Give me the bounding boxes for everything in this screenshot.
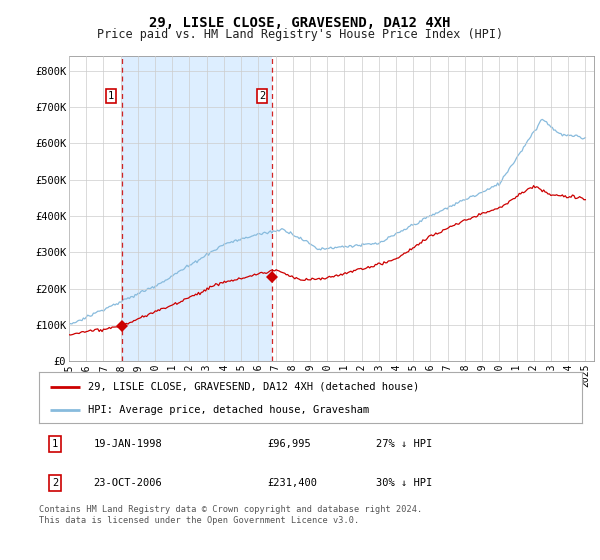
Text: 2: 2: [52, 478, 58, 488]
Bar: [121, 56, 272, 361]
Text: 27% ↓ HPI: 27% ↓ HPI: [376, 440, 432, 450]
Text: HPI: Average price, detached house, Gravesham: HPI: Average price, detached house, Grav…: [88, 405, 369, 415]
Text: 30% ↓ HPI: 30% ↓ HPI: [376, 478, 432, 488]
Text: 1: 1: [52, 440, 58, 450]
Text: 29, LISLE CLOSE, GRAVESEND, DA12 4XH (detached house): 29, LISLE CLOSE, GRAVESEND, DA12 4XH (de…: [88, 381, 419, 391]
Text: 29, LISLE CLOSE, GRAVESEND, DA12 4XH: 29, LISLE CLOSE, GRAVESEND, DA12 4XH: [149, 16, 451, 30]
Text: 2: 2: [259, 91, 265, 101]
Text: £96,995: £96,995: [267, 440, 311, 450]
Text: £231,400: £231,400: [267, 478, 317, 488]
Text: 23-OCT-2006: 23-OCT-2006: [94, 478, 162, 488]
Text: Contains HM Land Registry data © Crown copyright and database right 2024.
This d: Contains HM Land Registry data © Crown c…: [39, 505, 422, 525]
Text: 1: 1: [108, 91, 114, 101]
Text: Price paid vs. HM Land Registry's House Price Index (HPI): Price paid vs. HM Land Registry's House …: [97, 28, 503, 41]
Text: 19-JAN-1998: 19-JAN-1998: [94, 440, 162, 450]
